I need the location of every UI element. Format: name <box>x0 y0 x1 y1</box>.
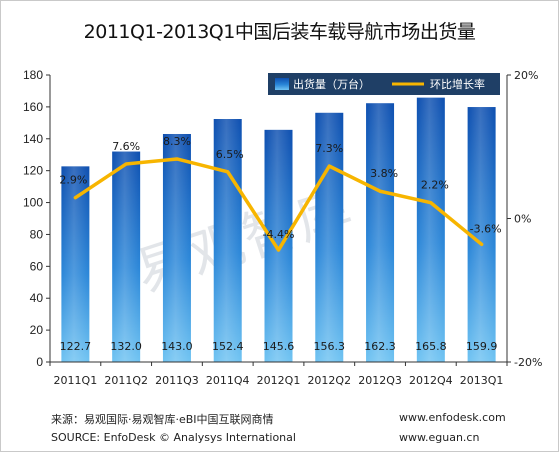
x-tick-label: 2011Q3 <box>155 374 199 387</box>
y-tick-label: 180 <box>23 68 43 82</box>
bar-value-label: 156.3 <box>314 340 346 353</box>
source-en: SOURCE: EnfoDesk © Analysys Internationa… <box>51 431 296 444</box>
bar-value-label: 159.9 <box>466 340 498 353</box>
growth-label: 2.9% <box>59 174 87 187</box>
x-tick-label: 2011Q1 <box>54 374 98 387</box>
growth-label: 8.3% <box>163 135 191 148</box>
url-enfodesk: www.enfodesk.com <box>399 411 506 424</box>
data-labels-group: 2.9% 7.6% 8.3% 6.5% -4.4% 7.3% 3.8% 2.2% -3.6% 12… <box>59 135 501 353</box>
bar-value-label: 162.3 <box>364 340 396 353</box>
x-tick-label: 2012Q4 <box>409 374 453 387</box>
url-eguan: www.eguan.cn <box>399 431 480 444</box>
x-tick-label: 2012Q1 <box>257 374 301 387</box>
growth-label: -4.4% <box>263 228 295 241</box>
y-tick-label: 60 <box>30 259 44 273</box>
legend-bar-label: 出货量（万台） <box>293 77 370 91</box>
growth-line-group <box>73 157 484 252</box>
y-tick-label: 160 <box>23 100 43 114</box>
axes-group: 0 20 40 60 80 100 120 140 160 180 -20% 0% 20% 2011Q1 2… <box>23 68 542 387</box>
growth-line <box>73 157 484 252</box>
x-tick-label: 2011Q4 <box>206 374 250 387</box>
legend-bar-swatch <box>275 78 289 90</box>
bar-shine-2011Q3 <box>162 133 191 362</box>
y-tick-label: 0 <box>36 355 43 369</box>
y-tick-label: 80 <box>30 227 44 241</box>
bar-shine-2012Q3 <box>366 103 395 362</box>
bar-value-label: 145.6 <box>263 340 295 353</box>
x-tick-label: 2011Q2 <box>104 374 148 387</box>
x-tick-label: 2012Q3 <box>358 374 402 387</box>
source-cn: 来源：易观国际·易观智库·eBI中国互联网商情 <box>51 413 274 426</box>
y2-tick-label: 20% <box>514 69 538 82</box>
y-tick-label: 140 <box>23 132 43 146</box>
legend: 出货量（万台） 环比增长率 <box>268 73 500 95</box>
growth-label: 2.2% <box>421 179 449 192</box>
growth-label: 3.8% <box>370 167 398 180</box>
bar-shine-2011Q4 <box>213 119 242 362</box>
growth-label: 6.5% <box>216 148 244 161</box>
bar-shine-2012Q4 <box>416 97 445 362</box>
chart-title: 2011Q1-2013Q1中国后装车载导航市场出货量 <box>83 21 476 43</box>
bar-value-label: 132.0 <box>110 340 142 353</box>
y2-tick-label: 0% <box>514 213 531 226</box>
legend-line-label: 环比增长率 <box>430 77 485 91</box>
growth-label: 7.6% <box>112 140 140 153</box>
bar-shine-2012Q2 <box>315 112 344 362</box>
bar-value-label: 122.7 <box>60 340 92 353</box>
bars-group <box>61 97 496 362</box>
y-tick-label: 40 <box>30 291 44 305</box>
y2-tick-label: -20% <box>514 356 542 369</box>
chart-svg: 0 20 40 60 80 100 120 140 160 180 -20% 0% 20% 2011Q1 2… <box>23 68 542 387</box>
y-tick-label: 120 <box>23 164 43 178</box>
growth-label: 7.3% <box>315 142 343 155</box>
growth-label: -3.6% <box>470 222 502 235</box>
bar-shine-2011Q2 <box>112 151 141 362</box>
legend-background <box>268 73 500 95</box>
bar-value-label: 152.4 <box>212 340 244 353</box>
y-tick-label: 20 <box>30 323 44 337</box>
y-tick-label: 100 <box>23 196 43 210</box>
x-tick-label: 2012Q2 <box>307 374 351 387</box>
x-tick-label: 2013Q1 <box>460 374 504 387</box>
bar-value-label: 165.8 <box>415 340 447 353</box>
bar-value-label: 143.0 <box>161 340 193 353</box>
bar-shine-2012Q1 <box>264 129 293 362</box>
footer: 来源：易观国际·易观智库·eBI中国互联网商情 SOURCE: EnfoDesk… <box>1 399 558 451</box>
